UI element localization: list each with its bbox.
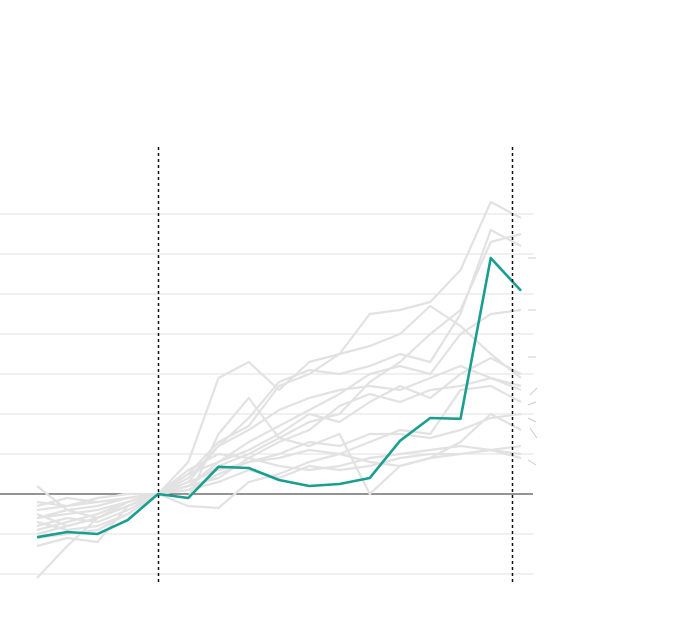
series-line [36, 356, 522, 512]
series-line [36, 232, 522, 520]
leader [527, 417, 537, 423]
leader [527, 401, 537, 406]
lines [36, 200, 522, 579]
series-line [36, 200, 522, 579]
series-line [36, 384, 522, 540]
series-line [36, 412, 522, 520]
leader [529, 387, 538, 396]
leader [529, 427, 538, 439]
series-line [36, 376, 522, 532]
series-line [36, 304, 522, 532]
series-line [36, 364, 522, 528]
label-leaders [527, 257, 538, 466]
series-line [36, 256, 522, 539]
leader [527, 459, 537, 466]
series-line [36, 412, 522, 536]
series-line [36, 448, 522, 508]
